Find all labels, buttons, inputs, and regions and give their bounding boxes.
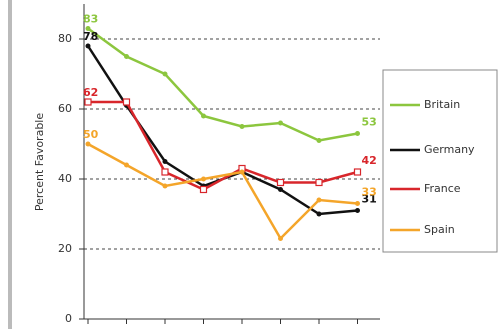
point bbox=[315, 178, 323, 187]
point bbox=[239, 169, 245, 175]
data-label: 33 bbox=[362, 186, 377, 199]
point bbox=[85, 43, 91, 49]
point bbox=[316, 138, 322, 143]
point bbox=[353, 168, 362, 176]
legend-label: Germany bbox=[424, 143, 475, 156]
data-label: 50 bbox=[83, 128, 99, 141]
series-line bbox=[87, 27, 358, 142]
point bbox=[276, 178, 285, 187]
point bbox=[201, 176, 206, 182]
y-tick-label: 20 bbox=[58, 242, 72, 255]
point bbox=[316, 197, 322, 203]
point bbox=[278, 187, 283, 192]
point bbox=[278, 120, 283, 126]
data-label: 62 bbox=[83, 86, 98, 99]
y-tick-label: 60 bbox=[58, 102, 72, 115]
data-label: 42 bbox=[362, 154, 377, 167]
legend-label: France bbox=[424, 182, 461, 195]
point bbox=[199, 185, 208, 194]
y-tick-label: 80 bbox=[58, 32, 72, 45]
point bbox=[162, 183, 168, 189]
point bbox=[85, 26, 91, 31]
legend-label: Britain bbox=[424, 98, 460, 111]
point bbox=[124, 162, 129, 168]
legend-label: Spain bbox=[424, 223, 455, 236]
series-line bbox=[86, 45, 358, 216]
point bbox=[355, 201, 360, 206]
data-label: 53 bbox=[362, 116, 377, 129]
point bbox=[124, 54, 129, 59]
point bbox=[161, 168, 169, 176]
data-label: 83 bbox=[83, 13, 98, 26]
point bbox=[162, 159, 168, 164]
y-tick-label: 0 bbox=[65, 312, 72, 325]
point bbox=[355, 208, 360, 213]
y-tick-label: 40 bbox=[58, 172, 72, 185]
series-line bbox=[87, 142, 358, 241]
point bbox=[355, 131, 360, 136]
series-line bbox=[88, 100, 358, 191]
point bbox=[162, 71, 168, 77]
point bbox=[201, 113, 206, 119]
legend-box bbox=[382, 69, 498, 253]
point bbox=[122, 98, 131, 106]
point bbox=[85, 141, 91, 147]
point bbox=[316, 211, 322, 217]
window-edge bbox=[8, 0, 12, 329]
data-label: 31 bbox=[362, 193, 377, 206]
point bbox=[239, 124, 245, 129]
point bbox=[84, 98, 92, 106]
data-label: 78 bbox=[83, 30, 98, 43]
point bbox=[278, 236, 283, 241]
y-axis-label: Percent Favorable bbox=[33, 113, 46, 211]
